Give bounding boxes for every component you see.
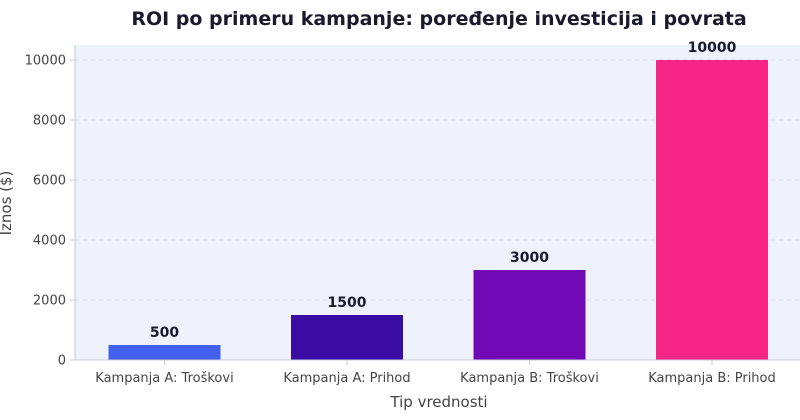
x-tick-label: Kampanja A: Prihod	[283, 371, 410, 386]
x-tick-label: Kampanja B: Prihod	[648, 371, 776, 386]
bar	[291, 315, 403, 360]
y-tick-label: 2000	[33, 294, 66, 309]
y-axis-title: Iznos ($)	[0, 171, 15, 236]
bars	[108, 60, 768, 360]
y-tick-label: 0	[58, 354, 66, 369]
chart-title: ROI po primeru kampanje: poređenje inves…	[131, 8, 746, 30]
y-tick-label: 6000	[33, 174, 66, 189]
y-axis-ticks: 0 2000 4000 6000 8000 10000	[25, 54, 75, 369]
data-label: 500	[150, 325, 179, 341]
data-label: 3000	[510, 250, 549, 266]
x-axis-ticks: Kampanja A: Troškovi Kampanja A: Prihod Ka…	[95, 360, 776, 386]
data-label: 10000	[688, 40, 737, 56]
y-tick-label: 10000	[25, 54, 66, 69]
x-axis-title: Tip vrednosti	[389, 393, 487, 411]
x-tick-label: Kampanja A: Troškovi	[95, 371, 233, 386]
bar	[656, 60, 768, 360]
data-labels: 500 1500 3000 10000	[150, 40, 737, 341]
bar	[108, 345, 221, 360]
gridlines	[75, 59, 800, 301]
x-tick-label: Kampanja B: Troškovi	[460, 371, 599, 386]
y-tick-label: 8000	[33, 114, 66, 129]
y-tick-label: 4000	[33, 234, 66, 249]
bar	[473, 270, 586, 360]
data-label: 1500	[328, 295, 367, 311]
